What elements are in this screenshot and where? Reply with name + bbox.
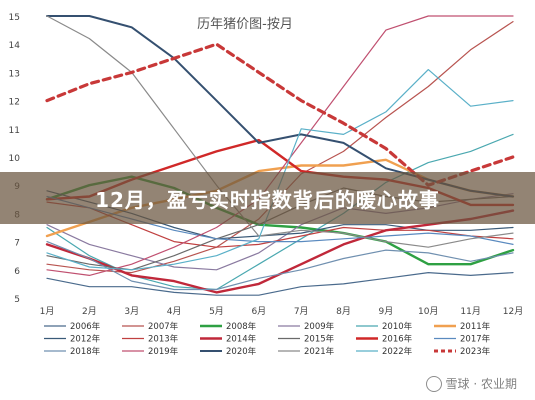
x-tick-label: 10月 [418,306,438,317]
y-tick-label: 15 [9,13,20,23]
legend: 2006年 2007年 2008年 2009年 2010年 2011年 2012年 2013年… [44,321,491,357]
watermark: 雪球 · 农业期 [425,375,517,392]
series-line-2023年 [45,42,515,187]
x-tick-label: 4月 [167,306,182,317]
legend-label: 2007年 [148,321,179,332]
watermark-logo-icon [425,376,442,392]
legend-label: 2014年 [226,334,257,345]
x-axis-ticks: 1月 2月 3月 4月 5月 6月 7月 8月 9月 10月 11月 12月 [40,306,524,317]
x-tick-label: 2月 [82,306,97,317]
headline-text: 12月，盈亏实时指数背后的暖心故事 [95,188,440,212]
legend-label: 2011年 [460,321,491,332]
series-line-2006年 [46,272,514,296]
legend-label: 2018年 [70,346,101,357]
legend-label: 2013年 [148,334,179,345]
x-tick-label: 8月 [336,306,351,317]
legend-label: 2012年 [70,334,101,345]
series-line-2018年 [46,241,514,291]
series-line-2021年 [46,15,514,248]
legend-label: 2020年 [226,346,257,357]
legend-label: 2015年 [304,334,335,345]
x-tick-label: 3月 [124,306,139,317]
legend-label: 2023年 [460,346,491,357]
legend-label: 2010年 [382,321,413,332]
y-tick-label: 5 [14,295,20,305]
chart-title: 历年猪价图-按月 [197,17,293,32]
headline-banner: 12月，盈亏实时指数背后的暖心故事 [0,172,535,224]
x-tick-label: 9月 [379,306,394,317]
x-tick-label: 6月 [251,306,266,317]
legend-label: 2006年 [70,321,101,332]
x-tick-label: 1月 [40,306,55,317]
y-tick-label: 12 [9,98,20,108]
x-tick-label: 5月 [209,306,224,317]
y-tick-label: 11 [9,126,20,136]
series-line-2019年 [46,15,514,276]
legend-label: 2022年 [382,346,413,357]
legend-label: 2019年 [148,346,179,357]
legend-label: 2017年 [460,334,491,345]
y-axis-ticks: 56789101112131415 [9,13,21,305]
y-tick-label: 6 [14,267,20,277]
legend-label: 2008年 [226,321,257,332]
y-tick-label: 13 [9,69,20,79]
series-lines [45,15,515,296]
watermark-text: 雪球 · 农业期 [445,376,517,391]
y-tick-label: 10 [9,154,21,164]
y-tick-label: 14 [9,41,21,51]
x-tick-label: 7月 [294,306,309,317]
legend-label: 2016年 [382,334,413,345]
legend-label: 2021年 [304,346,335,357]
y-tick-label: 7 [14,239,20,249]
x-tick-label: 11月 [460,306,480,317]
x-tick-label: 12月 [503,306,523,317]
legend-label: 2009年 [304,321,335,332]
